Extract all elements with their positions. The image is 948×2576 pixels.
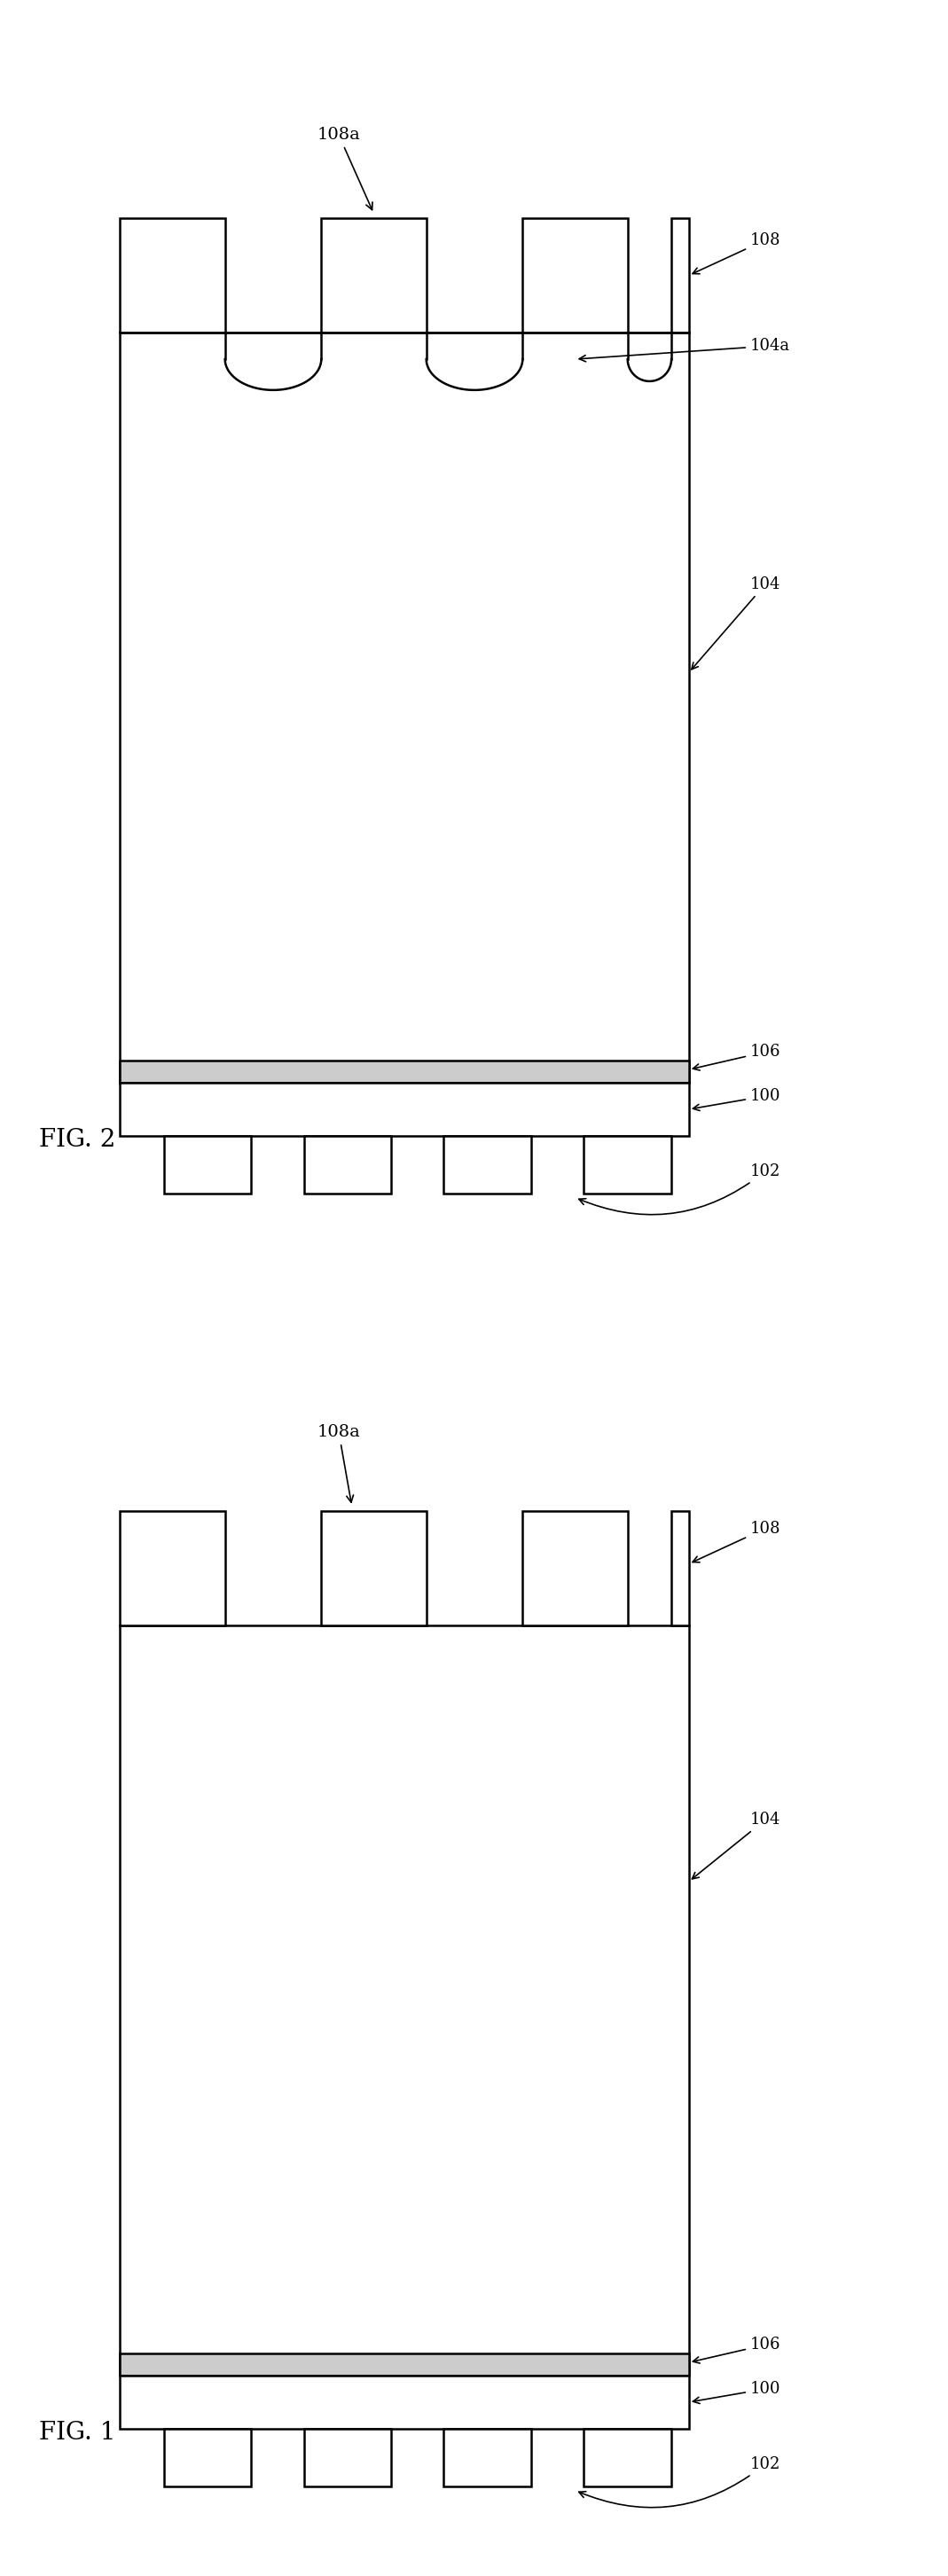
Text: FIG. 2: FIG. 2: [40, 1128, 116, 1151]
Bar: [120, 1082, 689, 1136]
Bar: [120, 2375, 689, 2429]
Text: 100: 100: [693, 1087, 781, 1110]
Text: 106: 106: [693, 1043, 781, 1072]
Bar: [444, 1136, 531, 1193]
Bar: [444, 2429, 531, 2486]
Text: 108: 108: [693, 232, 781, 273]
Text: 100: 100: [693, 2380, 781, 2403]
Bar: [522, 219, 628, 332]
Bar: [164, 2429, 251, 2486]
Bar: [120, 219, 225, 332]
Bar: [303, 2429, 392, 2486]
Bar: [321, 1512, 427, 1625]
Bar: [303, 1136, 392, 1193]
Bar: [164, 1136, 251, 1193]
Text: 104: 104: [692, 577, 780, 670]
Text: 106: 106: [693, 2336, 781, 2362]
Bar: [584, 1136, 671, 1193]
Text: 108a: 108a: [318, 1425, 360, 1502]
Text: 104a: 104a: [579, 337, 791, 361]
Bar: [321, 219, 427, 332]
Text: 108: 108: [693, 1520, 781, 1561]
Bar: [120, 332, 689, 1082]
Text: FIG. 1: FIG. 1: [40, 2421, 116, 2445]
Bar: [671, 219, 689, 332]
Bar: [120, 1512, 225, 1625]
Text: 102: 102: [579, 1164, 780, 1216]
Bar: [671, 1512, 689, 1625]
Bar: [120, 1061, 689, 1082]
Bar: [584, 2429, 671, 2486]
Text: 104: 104: [692, 1811, 780, 1878]
Bar: [120, 2354, 689, 2375]
Bar: [120, 1625, 689, 2375]
Bar: [522, 1512, 628, 1625]
Text: 108a: 108a: [318, 126, 373, 209]
Text: 102: 102: [579, 2455, 780, 2506]
